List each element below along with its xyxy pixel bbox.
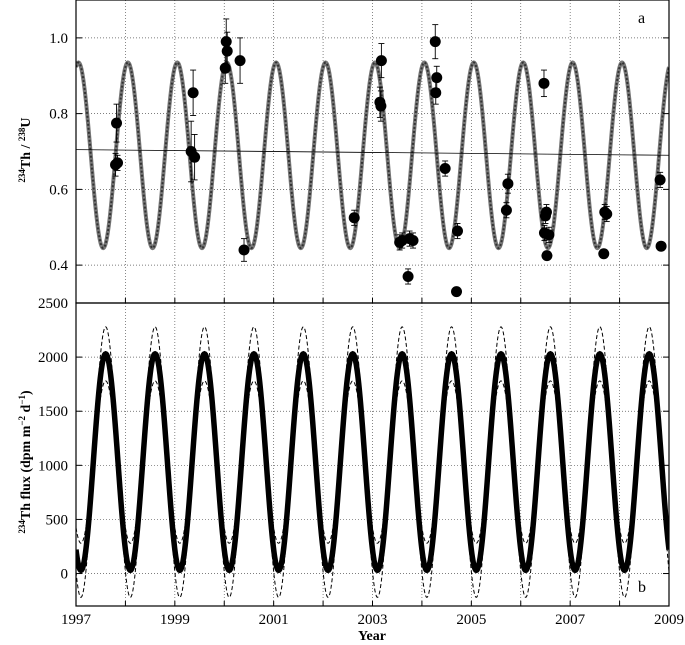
data-point [348,212,360,224]
data-point [439,163,451,175]
data-point [221,45,233,57]
data-point [601,208,613,220]
data-point [238,244,250,256]
y-tick-label: 0 [61,567,69,583]
data-point [402,270,414,282]
panel-b: 0 500 1000 1500 2000 2500 1997 1999 2001 2003 2005… [17,296,684,644]
flux-curve-lower [76,380,669,544]
data-point [543,229,555,241]
y-tick-label: 0.4 [49,258,68,274]
data-point [407,235,419,247]
x-tick-label: 1999 [160,612,190,628]
data-point [502,178,514,190]
flux-curves [76,326,669,598]
y-tick-label: 1000 [38,458,68,474]
x-tick-label: 1997 [61,612,92,628]
panel-letter-b: b [638,579,646,596]
y-label-a-part1: Th / [19,141,34,169]
y-label-a-iso1: 234 [17,169,27,183]
data-point [598,248,610,260]
data-point [219,62,231,74]
data-point [538,77,550,89]
x-tick-label: 2001 [259,612,289,628]
y-tick-label: 500 [46,512,69,528]
panel-a: 0.4 0.6 0.8 1.0 a 234Th / 238U [17,0,670,304]
ticks-b: 0 500 1000 1500 2000 2500 1997 1999 2001 2003 2005… [38,296,684,628]
y-label-b-iso: 234 [17,520,27,534]
y-label-b-part2: d [19,404,34,416]
y-axis-label-a: 234Th / 238U [17,117,34,182]
data-point [431,72,443,84]
data-point [189,151,201,163]
y-axis-label-b: 234Th flux (dpm m−2 d−1) [17,390,34,534]
model-curve-dots [76,61,669,250]
data-point [430,87,442,99]
data-point [220,36,232,48]
flux-curve-upper [76,326,669,598]
y-tick-label: 0.8 [49,107,68,123]
grid-a [76,0,669,303]
flux-curve-mean [76,350,669,574]
data-point [500,204,512,216]
ticks-a: 0.4 0.6 0.8 1.0 [49,31,669,303]
observations-a [110,18,667,298]
y-label-b-end: ) [19,390,34,395]
y-label-b-sup1: −2 [17,415,27,425]
data-point [541,250,553,262]
y-tick-label: 2000 [38,350,68,366]
data-point [187,87,199,99]
y-label-b-part1: Th flux (dpm m [19,425,34,520]
y-label-b-sup2: −1 [17,395,27,405]
data-point [654,174,666,186]
y-tick-label: 2500 [38,296,68,312]
data-point [234,55,246,67]
y-label-a-iso2: 238 [17,127,27,141]
data-point [375,55,387,67]
y-label-a-part2: U [19,117,34,127]
x-axis-label: Year [358,629,386,644]
data-point [375,100,387,112]
y-tick-label: 0.6 [49,182,68,198]
x-tick-label: 2007 [555,612,586,628]
data-point [539,210,551,222]
y-tick-label: 1500 [38,404,68,420]
y-tick-label: 1.0 [49,31,68,47]
data-point [111,117,123,129]
trend-line [75,149,670,156]
model-curve-a [76,60,669,251]
x-tick-label: 2003 [358,612,388,628]
data-point [655,240,667,252]
x-tick-label: 2009 [654,612,684,628]
plot-frame-b [75,302,670,607]
panel-letter-a: a [638,10,645,27]
data-point [429,36,441,48]
x-tick-label: 2005 [456,612,486,628]
data-point [451,225,463,237]
data-point [112,157,124,169]
data-point [451,286,463,298]
